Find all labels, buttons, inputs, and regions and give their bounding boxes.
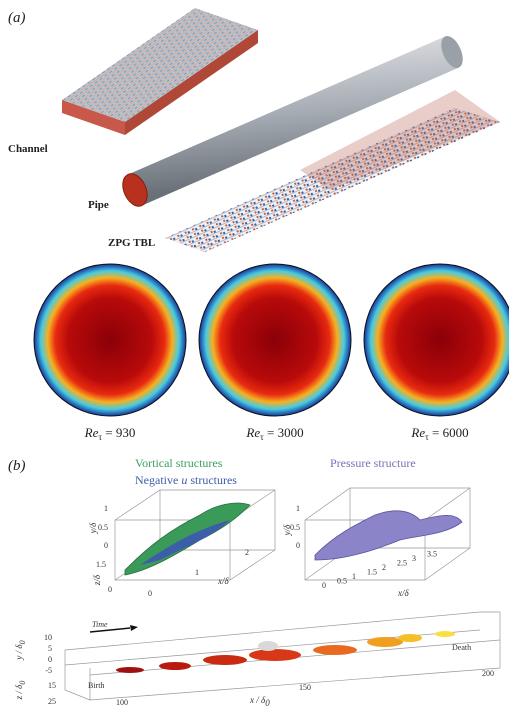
box-right (305, 488, 470, 580)
tick: 100 (116, 698, 128, 707)
tick: 0 (104, 541, 108, 550)
re-value: = 6000 (432, 425, 469, 440)
tick: 0 (296, 541, 300, 550)
birth-label: Birth (88, 681, 104, 690)
structure (159, 662, 191, 670)
cross-section (364, 264, 509, 416)
axis-label: y/δ (88, 522, 98, 534)
legend-negative-u: Negative u structures (135, 473, 237, 487)
tick: 200 (482, 669, 494, 678)
legend-text: structures (190, 473, 237, 487)
tick: 1 (195, 568, 199, 577)
time-box (65, 612, 500, 700)
time-label: Time (92, 620, 108, 629)
axis-sub: 0 (18, 640, 27, 644)
tick: 0 (148, 589, 152, 598)
re-sub: τ (425, 432, 429, 442)
flow-label: ZPG TBL (108, 237, 155, 249)
axis-label: z/δ (92, 574, 102, 586)
re-symbol: Re (245, 425, 260, 440)
legend-pressure: Pressure structure (330, 456, 416, 470)
cross-section (34, 264, 186, 416)
box-left (115, 490, 275, 580)
tick: 15 (48, 681, 56, 690)
flow-label: Pipe (88, 199, 109, 211)
axis-label: y/δ (282, 524, 292, 536)
re-label: Reτ = 930 (84, 425, 136, 443)
tick: 0.5 (337, 577, 347, 586)
axis-label: x/δ (397, 588, 409, 598)
structure (203, 655, 247, 665)
axis-var: y / δ (14, 644, 24, 661)
tick: -5 (45, 666, 52, 675)
tick: 2.5 (397, 559, 407, 568)
tick: 3.5 (427, 550, 437, 559)
re-sub: τ (260, 432, 264, 442)
re-symbol: Re (84, 425, 99, 440)
re-label: Reτ = 6000 (410, 425, 468, 443)
tick: 0 (322, 581, 326, 590)
structure (398, 634, 422, 642)
re-symbol: Re (410, 425, 425, 440)
tick: 0 (108, 585, 112, 594)
legend-vortical: Vortical structures (135, 456, 223, 470)
axis-var: x / δ (249, 695, 266, 705)
axis-label: z / δ0 (14, 681, 27, 701)
tick: 1 (104, 504, 108, 513)
legend-var: u (181, 473, 187, 487)
panel-label: (a) (8, 10, 26, 26)
structure (258, 641, 278, 651)
axis-sub: 0 (265, 698, 270, 708)
axis-var: z / δ (14, 684, 24, 701)
structure (116, 667, 144, 673)
tick: 1.5 (96, 560, 106, 569)
re-value: = 3000 (267, 425, 304, 440)
structure (435, 631, 455, 637)
tick: 5 (48, 644, 52, 653)
tick: 0 (48, 655, 52, 664)
tick: 1.5 (367, 568, 377, 577)
axis-sub: 0 (18, 681, 27, 685)
tick: 0.5 (98, 523, 108, 532)
legend-text: Negative (135, 473, 178, 487)
tick: 10 (44, 633, 52, 642)
tick: 25 (48, 697, 56, 706)
flow-label: Channel (8, 143, 48, 155)
box-edge (115, 490, 275, 520)
structure (249, 649, 301, 661)
death-label: Death (452, 643, 471, 652)
axis-label: x / δ0 (249, 695, 270, 708)
cross-section (199, 264, 351, 416)
tick: 1 (352, 572, 356, 581)
axis-label: x/δ (217, 576, 229, 586)
structure (313, 645, 357, 655)
tick: 2 (245, 548, 249, 557)
arrow-head (130, 625, 138, 631)
pressure-structure (315, 511, 462, 560)
re-value: = 930 (105, 425, 135, 440)
panel-label: (b) (8, 458, 26, 474)
tick: 2 (382, 563, 386, 572)
re-sub: τ (98, 432, 102, 442)
tick: 1 (296, 504, 300, 513)
figure: (a) Channel Pipe ZPG TBL Reτ = 930 Reτ =… (0, 0, 509, 711)
tick: 3 (412, 554, 416, 563)
tick: 150 (299, 683, 311, 692)
axis-label: y / δ0 (14, 640, 27, 660)
re-label: Reτ = 3000 (245, 425, 303, 443)
structure (367, 637, 403, 647)
